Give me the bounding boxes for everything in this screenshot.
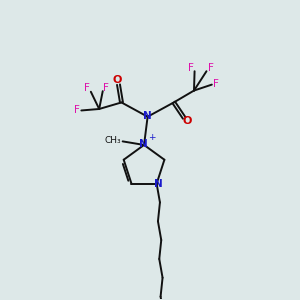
Text: +: + xyxy=(148,133,156,142)
Text: F: F xyxy=(103,82,109,93)
Text: O: O xyxy=(112,76,122,85)
Text: N: N xyxy=(139,139,148,149)
Text: N: N xyxy=(154,179,163,189)
Text: F: F xyxy=(213,79,219,89)
Text: O: O xyxy=(182,116,192,126)
Text: F: F xyxy=(84,83,90,93)
Text: F: F xyxy=(188,63,194,73)
Text: CH₃: CH₃ xyxy=(104,136,121,145)
Text: F: F xyxy=(208,63,214,73)
Text: F: F xyxy=(74,105,80,115)
Text: N: N xyxy=(143,111,152,121)
